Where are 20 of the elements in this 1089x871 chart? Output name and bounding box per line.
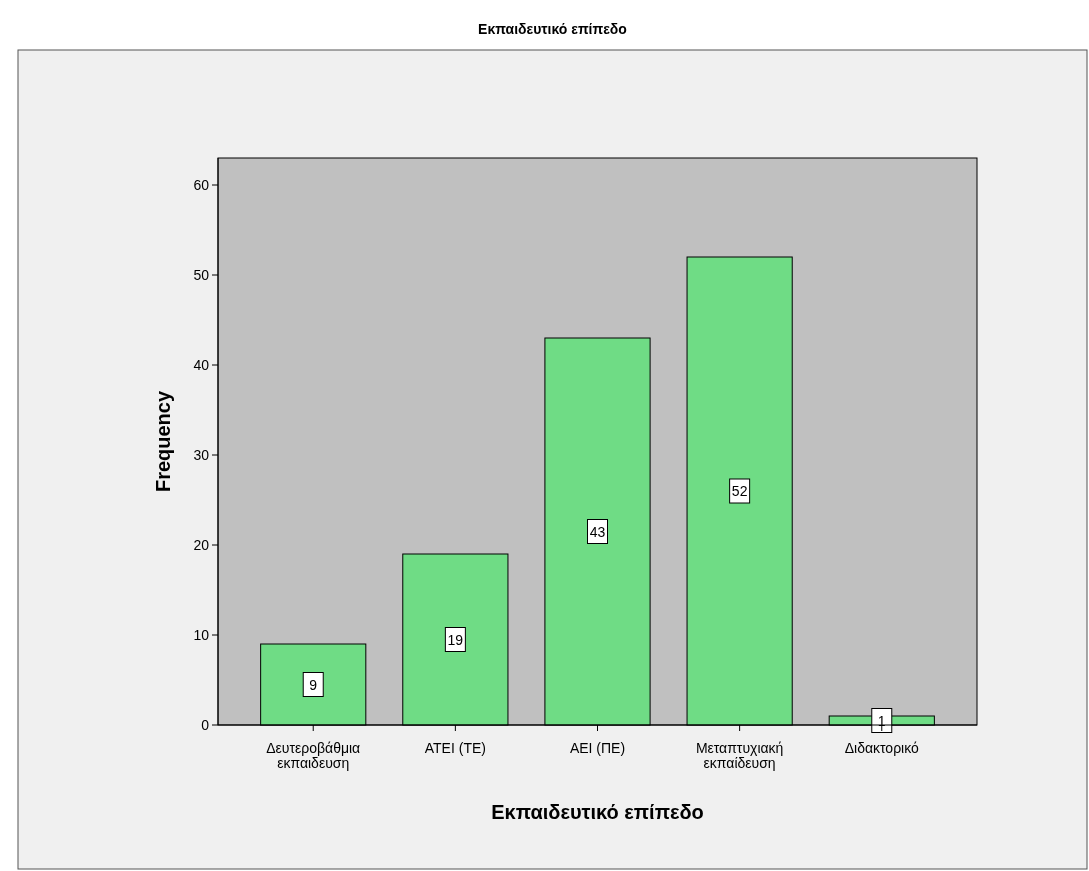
data-label: 1 — [877, 712, 886, 729]
y-tick-label: 30 — [193, 447, 210, 463]
y-tick-label: 60 — [193, 177, 210, 193]
x-axis-title: Εκπαιδευτικό επίπεδο — [491, 801, 704, 823]
data-label: 9 — [309, 676, 318, 693]
x-tick-label: ΑΤΕΙ (ΤΕ) — [424, 740, 486, 756]
y-axis-title: Frequency — [152, 390, 174, 493]
x-tick-label: Δευτεροβάθμια εκπαιδευση — [266, 740, 361, 771]
y-tick-label: 10 — [193, 627, 210, 643]
chart-title: Εκπαιδευτικό επίπεδο — [478, 21, 627, 37]
data-label: 19 — [447, 631, 464, 648]
y-tick-label: 50 — [193, 267, 210, 283]
data-label: 43 — [589, 523, 606, 540]
x-tick-label: ΑΕΙ (ΠΕ) — [569, 740, 626, 756]
x-tick-label: Διδακτορικό — [844, 740, 920, 756]
y-tick-label: 40 — [193, 357, 210, 373]
data-label: 52 — [731, 483, 748, 499]
y-tick-label: 20 — [193, 537, 210, 553]
y-tick-label: 0 — [201, 717, 210, 733]
x-tick-label: Μεταπτυχιακή εκπαίδευση — [695, 740, 784, 771]
